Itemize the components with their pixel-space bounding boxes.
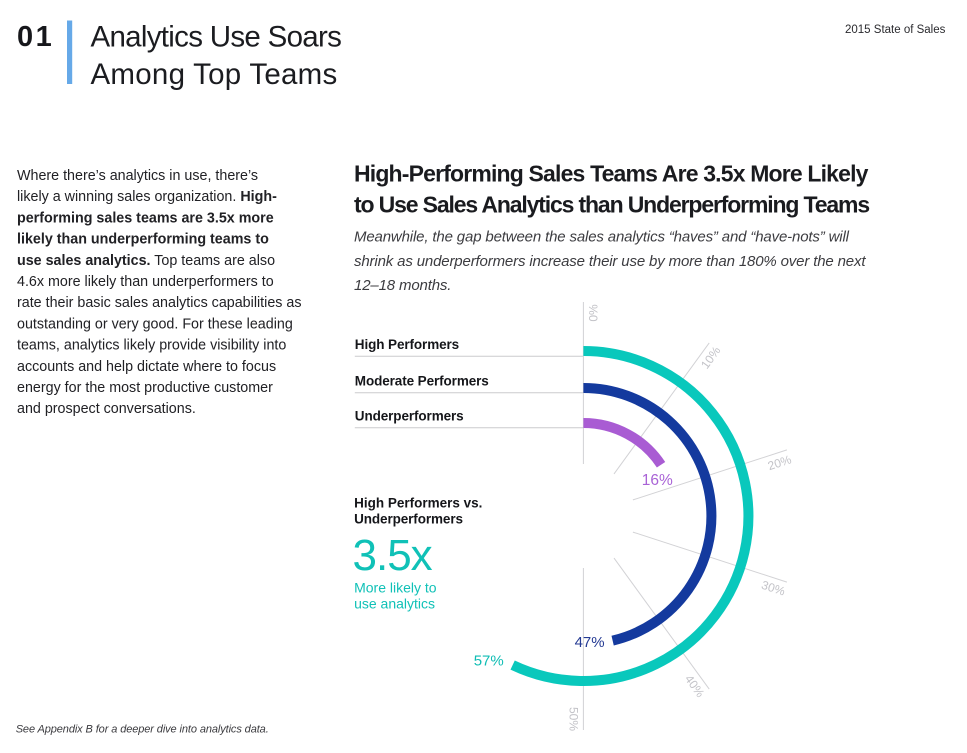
svg-text:High Performers: High Performers (355, 337, 459, 352)
svg-text:to Use Sales Analytics than Un: to Use Sales Analytics than Underperform… (354, 192, 869, 218)
svg-text:See Appendix B for a deeper di: See Appendix B for a deeper dive into an… (16, 723, 269, 735)
svg-text:Where there’s analytics in use: Where there’s analytics in use, there’s (17, 168, 258, 184)
svg-text:0%: 0% (586, 304, 600, 322)
svg-text:likely a winning sales organiz: likely a winning sales organization. Hig… (17, 189, 277, 205)
svg-text:likely than underperforming te: likely than underperforming teams to (17, 232, 269, 248)
svg-text:use analytics: use analytics (354, 596, 435, 612)
svg-text:Underperformers: Underperformers (355, 408, 464, 423)
svg-text:performing sales teams are 3.5: performing sales teams are 3.5x more (17, 210, 274, 226)
svg-text:57%: 57% (474, 653, 504, 670)
svg-text:4.6x more likely than underper: 4.6x more likely than underperformers to (17, 274, 274, 290)
svg-text:Moderate Performers: Moderate Performers (355, 374, 489, 389)
svg-text:47%: 47% (575, 634, 605, 651)
svg-text:3.5x: 3.5x (353, 531, 433, 580)
svg-text:Meanwhile, the gap between the: Meanwhile, the gap between the sales ana… (354, 228, 850, 245)
svg-text:Underperformers: Underperformers (354, 512, 463, 527)
svg-text:40%: 40% (682, 672, 708, 700)
svg-text:and prospect conversations.: and prospect conversations. (17, 401, 196, 417)
svg-text:outstanding or very good. For: outstanding or very good. For these lead… (17, 316, 293, 332)
svg-text:10%: 10% (698, 344, 724, 372)
svg-text:12–18 months.: 12–18 months. (354, 277, 451, 294)
svg-text:16%: 16% (642, 472, 673, 489)
svg-text:accounts and help dictate wher: accounts and help dictate where to focus (17, 359, 276, 375)
svg-text:High-Performing Sales Teams Ar: High-Performing Sales Teams Are 3.5x Mor… (354, 161, 869, 187)
svg-text:50%: 50% (566, 707, 580, 731)
svg-text:2015 State of Sales: 2015 State of Sales (845, 24, 946, 36)
svg-text:rate their basic sales analyti: rate their basic sales analytics capabil… (17, 295, 302, 311)
svg-text:01: 01 (17, 21, 54, 53)
svg-text:energy for the most productive: energy for the most productive customer (17, 380, 273, 396)
svg-text:use sales analytics. Top teams: use sales analytics. Top teams are also (17, 253, 275, 269)
svg-text:shrink as underperformers incr: shrink as underperformers increase their… (354, 253, 866, 270)
svg-text:High Performers vs.: High Performers vs. (354, 495, 482, 510)
svg-text:Analytics Use Soars: Analytics Use Soars (91, 21, 342, 54)
svg-text:More likely to: More likely to (354, 580, 437, 596)
svg-text:teams, analytics likely provid: teams, analytics likely provide visibili… (17, 338, 286, 354)
svg-text:Among Top Teams: Among Top Teams (91, 58, 338, 91)
